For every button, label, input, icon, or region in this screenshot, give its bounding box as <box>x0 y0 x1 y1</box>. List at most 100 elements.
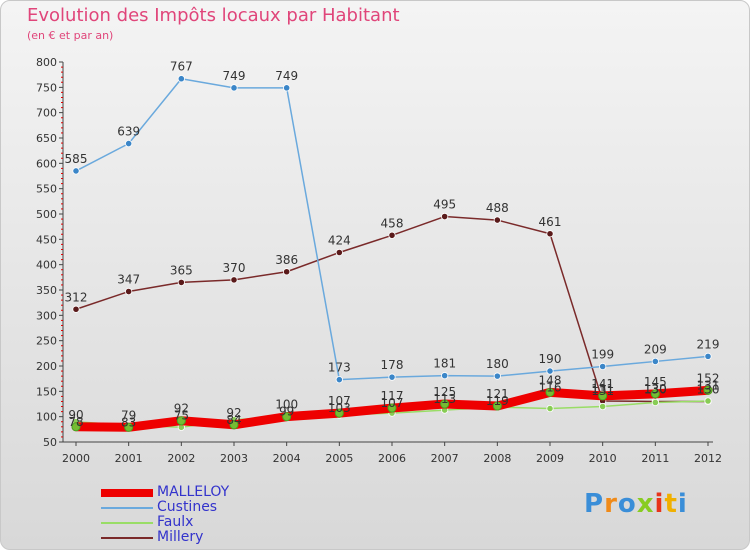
data-label: 107 <box>381 396 404 410</box>
data-point <box>546 367 554 375</box>
data-label: 173 <box>328 361 351 375</box>
y-tick-label: 150 <box>36 385 57 398</box>
data-point <box>441 212 449 221</box>
legend-swatch <box>101 506 153 509</box>
data-label: 113 <box>433 392 456 406</box>
x-tick-label: 2002 <box>167 452 195 465</box>
data-label: 749 <box>223 69 246 83</box>
y-tick-label: 350 <box>36 284 57 297</box>
data-label: 92 <box>174 402 189 416</box>
data-point <box>335 248 343 257</box>
legend-swatch <box>101 521 153 524</box>
y-tick-label: 600 <box>36 157 57 170</box>
data-label: 78 <box>68 415 83 429</box>
x-tick-label: 2012 <box>694 452 722 465</box>
data-point <box>492 401 502 411</box>
x-tick-label: 2008 <box>483 452 511 465</box>
data-point <box>177 278 185 286</box>
data-label: 639 <box>117 125 140 139</box>
data-label: 119 <box>486 394 509 408</box>
data-point <box>598 391 608 401</box>
y-tick-label: 400 <box>36 259 57 272</box>
data-label: 79 <box>121 408 136 422</box>
data-label: 125 <box>433 385 456 399</box>
logo-letter: i <box>677 489 688 519</box>
data-label: 83 <box>121 415 136 429</box>
legend-label: Millery <box>157 529 204 545</box>
data-point <box>71 422 81 432</box>
data-label: 190 <box>539 352 562 366</box>
data-label: 117 <box>381 389 404 403</box>
data-point <box>440 399 450 409</box>
legend-item-faulx: Faulx <box>101 515 229 530</box>
data-label: 145 <box>644 375 667 389</box>
data-label: 92 <box>226 406 241 420</box>
x-tick-label: 2007 <box>431 452 459 465</box>
data-label: 84 <box>226 413 241 427</box>
y-tick-label: 650 <box>36 132 57 145</box>
data-point <box>387 403 397 413</box>
data-point <box>230 276 238 284</box>
data-point <box>651 357 659 366</box>
data-label: 103 <box>328 401 351 415</box>
x-tick-label: 2009 <box>536 452 564 465</box>
data-point <box>230 84 238 92</box>
data-label: 148 <box>539 373 562 387</box>
data-label: 488 <box>486 201 509 215</box>
legend-label: Faulx <box>157 514 194 530</box>
legend-swatch <box>101 488 153 497</box>
y-tick-label: 500 <box>36 208 57 221</box>
data-label: 386 <box>275 253 298 267</box>
data-label: 347 <box>117 273 140 287</box>
data-label: 178 <box>381 358 404 372</box>
legend-item-malleloy: MALLELOY <box>101 485 229 500</box>
data-point <box>704 352 712 360</box>
data-label: 75 <box>174 409 189 423</box>
x-tick-label: 2005 <box>325 452 353 465</box>
series-layer <box>71 75 713 432</box>
logo-letter: o <box>617 489 637 519</box>
y-tick-label: 50 <box>43 436 57 449</box>
legend-item-custines: Custines <box>101 500 229 515</box>
x-tick-label: 2011 <box>641 452 669 465</box>
data-label: 99 <box>279 405 294 419</box>
data-point <box>493 372 501 380</box>
data-label: 585 <box>65 152 88 166</box>
x-tick-label: 2000 <box>62 452 90 465</box>
data-point <box>493 216 501 224</box>
data-point <box>546 230 554 238</box>
data-label: 180 <box>486 357 509 371</box>
y-tick-label: 100 <box>36 411 57 424</box>
legend-label: Custines <box>157 499 218 515</box>
data-label: 458 <box>381 216 404 230</box>
data-point <box>388 231 396 239</box>
data-point <box>283 84 291 92</box>
data-point <box>388 373 396 381</box>
data-label: 130 <box>697 382 720 396</box>
legend-swatch <box>101 536 153 539</box>
data-label: 199 <box>591 348 614 362</box>
y-tick-label: 750 <box>36 81 57 94</box>
data-point <box>545 387 555 397</box>
data-point <box>441 372 449 380</box>
data-label: 749 <box>275 69 298 83</box>
data-point <box>125 287 133 296</box>
data-label: 130 <box>644 382 667 396</box>
data-label: 100 <box>275 398 298 412</box>
data-point <box>599 402 607 411</box>
data-label: 131 <box>591 382 614 396</box>
data-point <box>283 268 291 276</box>
legend-item-millery: Millery <box>101 530 229 545</box>
data-point <box>124 422 134 432</box>
x-tick-label: 2004 <box>273 452 301 465</box>
data-label: 130 <box>644 382 667 396</box>
logo-letter: i <box>654 489 665 519</box>
proxiti-logo: Proxiti <box>584 489 688 519</box>
x-tick-label: 2001 <box>115 452 143 465</box>
data-point <box>177 75 185 83</box>
legend-label: MALLELOY <box>157 484 230 500</box>
data-label: 181 <box>433 357 456 371</box>
chart-subtitle: (en € et par an) <box>27 29 114 42</box>
x-tick-label: 2003 <box>220 452 248 465</box>
